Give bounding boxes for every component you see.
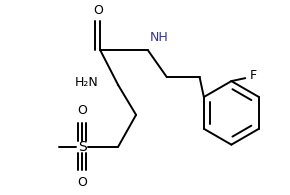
Text: H₂N: H₂N (75, 76, 98, 89)
Text: O: O (77, 104, 87, 117)
Text: O: O (77, 176, 87, 189)
Text: S: S (78, 140, 87, 154)
Text: F: F (250, 69, 257, 82)
Text: O: O (93, 4, 103, 17)
Text: NH: NH (150, 31, 169, 44)
